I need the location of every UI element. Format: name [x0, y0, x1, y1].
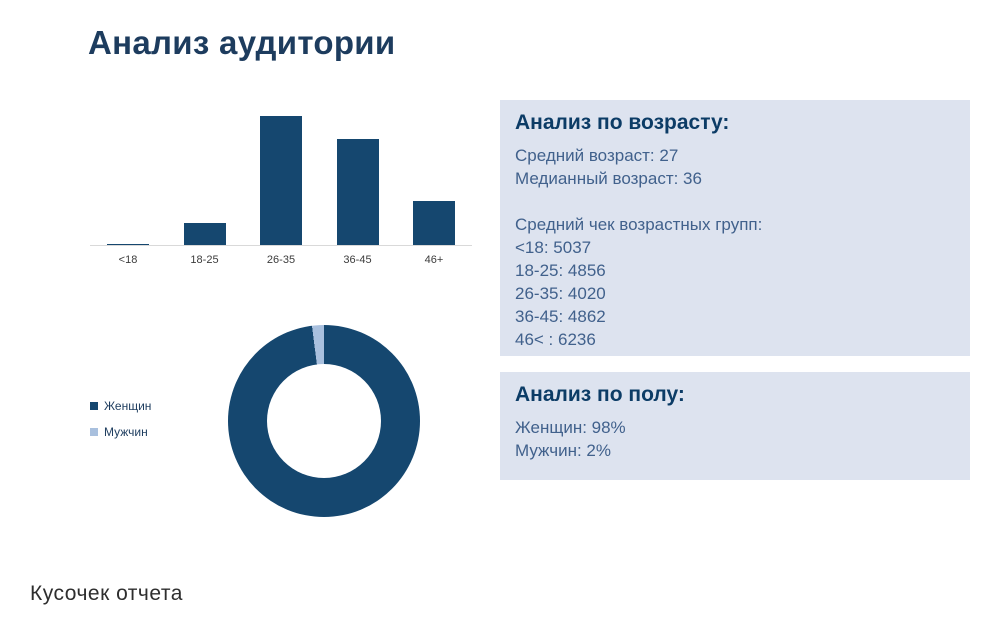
gender-panel-title: Анализ по полу:: [515, 383, 685, 406]
footer-caption: Кусочек отчета: [30, 582, 183, 605]
legend-label: Мужчин: [104, 425, 148, 439]
panel-line: <18: 5037: [515, 238, 592, 257]
legend-swatch: [90, 428, 98, 436]
panel-line: Средний возраст: 27: [515, 146, 679, 165]
panel-line: Женщин: 98%: [515, 418, 626, 437]
bar-column: <18: [90, 116, 166, 266]
legend-label: Женщин: [104, 399, 152, 413]
bar-tick-label: <18: [118, 254, 138, 266]
gender-donut-chart: [228, 325, 420, 517]
legend-swatch: [90, 402, 98, 410]
panel-line: Средний чек возрастных групп:: [515, 215, 763, 234]
donut-hole: [267, 364, 381, 478]
gender-legend: Женщин Мужчин: [90, 399, 151, 439]
bar-46+: [413, 201, 455, 245]
panel-line: 26-35: 4020: [515, 284, 606, 303]
bar-18-25: [183, 223, 226, 245]
bar-tick-label: 46+: [424, 254, 444, 266]
panel-line: [515, 190, 955, 213]
legend-item: Мужчин: [90, 425, 151, 439]
bar-column: 46+: [396, 116, 472, 266]
age-panel-title: Анализ по возрасту:: [515, 111, 730, 134]
page-title: Анализ аудитории: [88, 24, 396, 61]
panel-line: Медианный возраст: 36: [515, 169, 702, 188]
panel-line: 18-25: 4856: [515, 261, 606, 280]
bar-<18: [107, 243, 149, 245]
bar-36-45: [336, 139, 379, 245]
panel-line: Мужчин: 2%: [515, 441, 611, 460]
bar-tick-label: 36-45: [343, 254, 372, 266]
bar-tick-label: 26-35: [266, 254, 296, 266]
bar-tick-label: 18-25: [190, 254, 219, 266]
gender-panel-lines: Женщин: 98% Мужчин: 2%: [515, 416, 955, 462]
age-bar-chart: <18 18-25 26-35 36-45 46+: [90, 116, 472, 266]
age-panel-lines: Средний возраст: 27 Медианный возраст: 36…: [515, 144, 955, 351]
bar-column: 26-35: [243, 116, 319, 266]
bar-26-35: [260, 116, 302, 245]
age-analysis-panel: Анализ по возрасту: Средний возраст: 27 М…: [500, 100, 970, 356]
bar-column: 18-25: [167, 116, 243, 266]
bar-column: 36-45: [320, 116, 396, 266]
legend-item: Женщин: [90, 399, 151, 413]
panel-line: 36-45: 4862: [515, 307, 606, 326]
gender-analysis-panel: Анализ по полу: Женщин: 98% Мужчин: 2%: [500, 372, 970, 480]
panel-line: 46< : 6236: [515, 330, 596, 349]
